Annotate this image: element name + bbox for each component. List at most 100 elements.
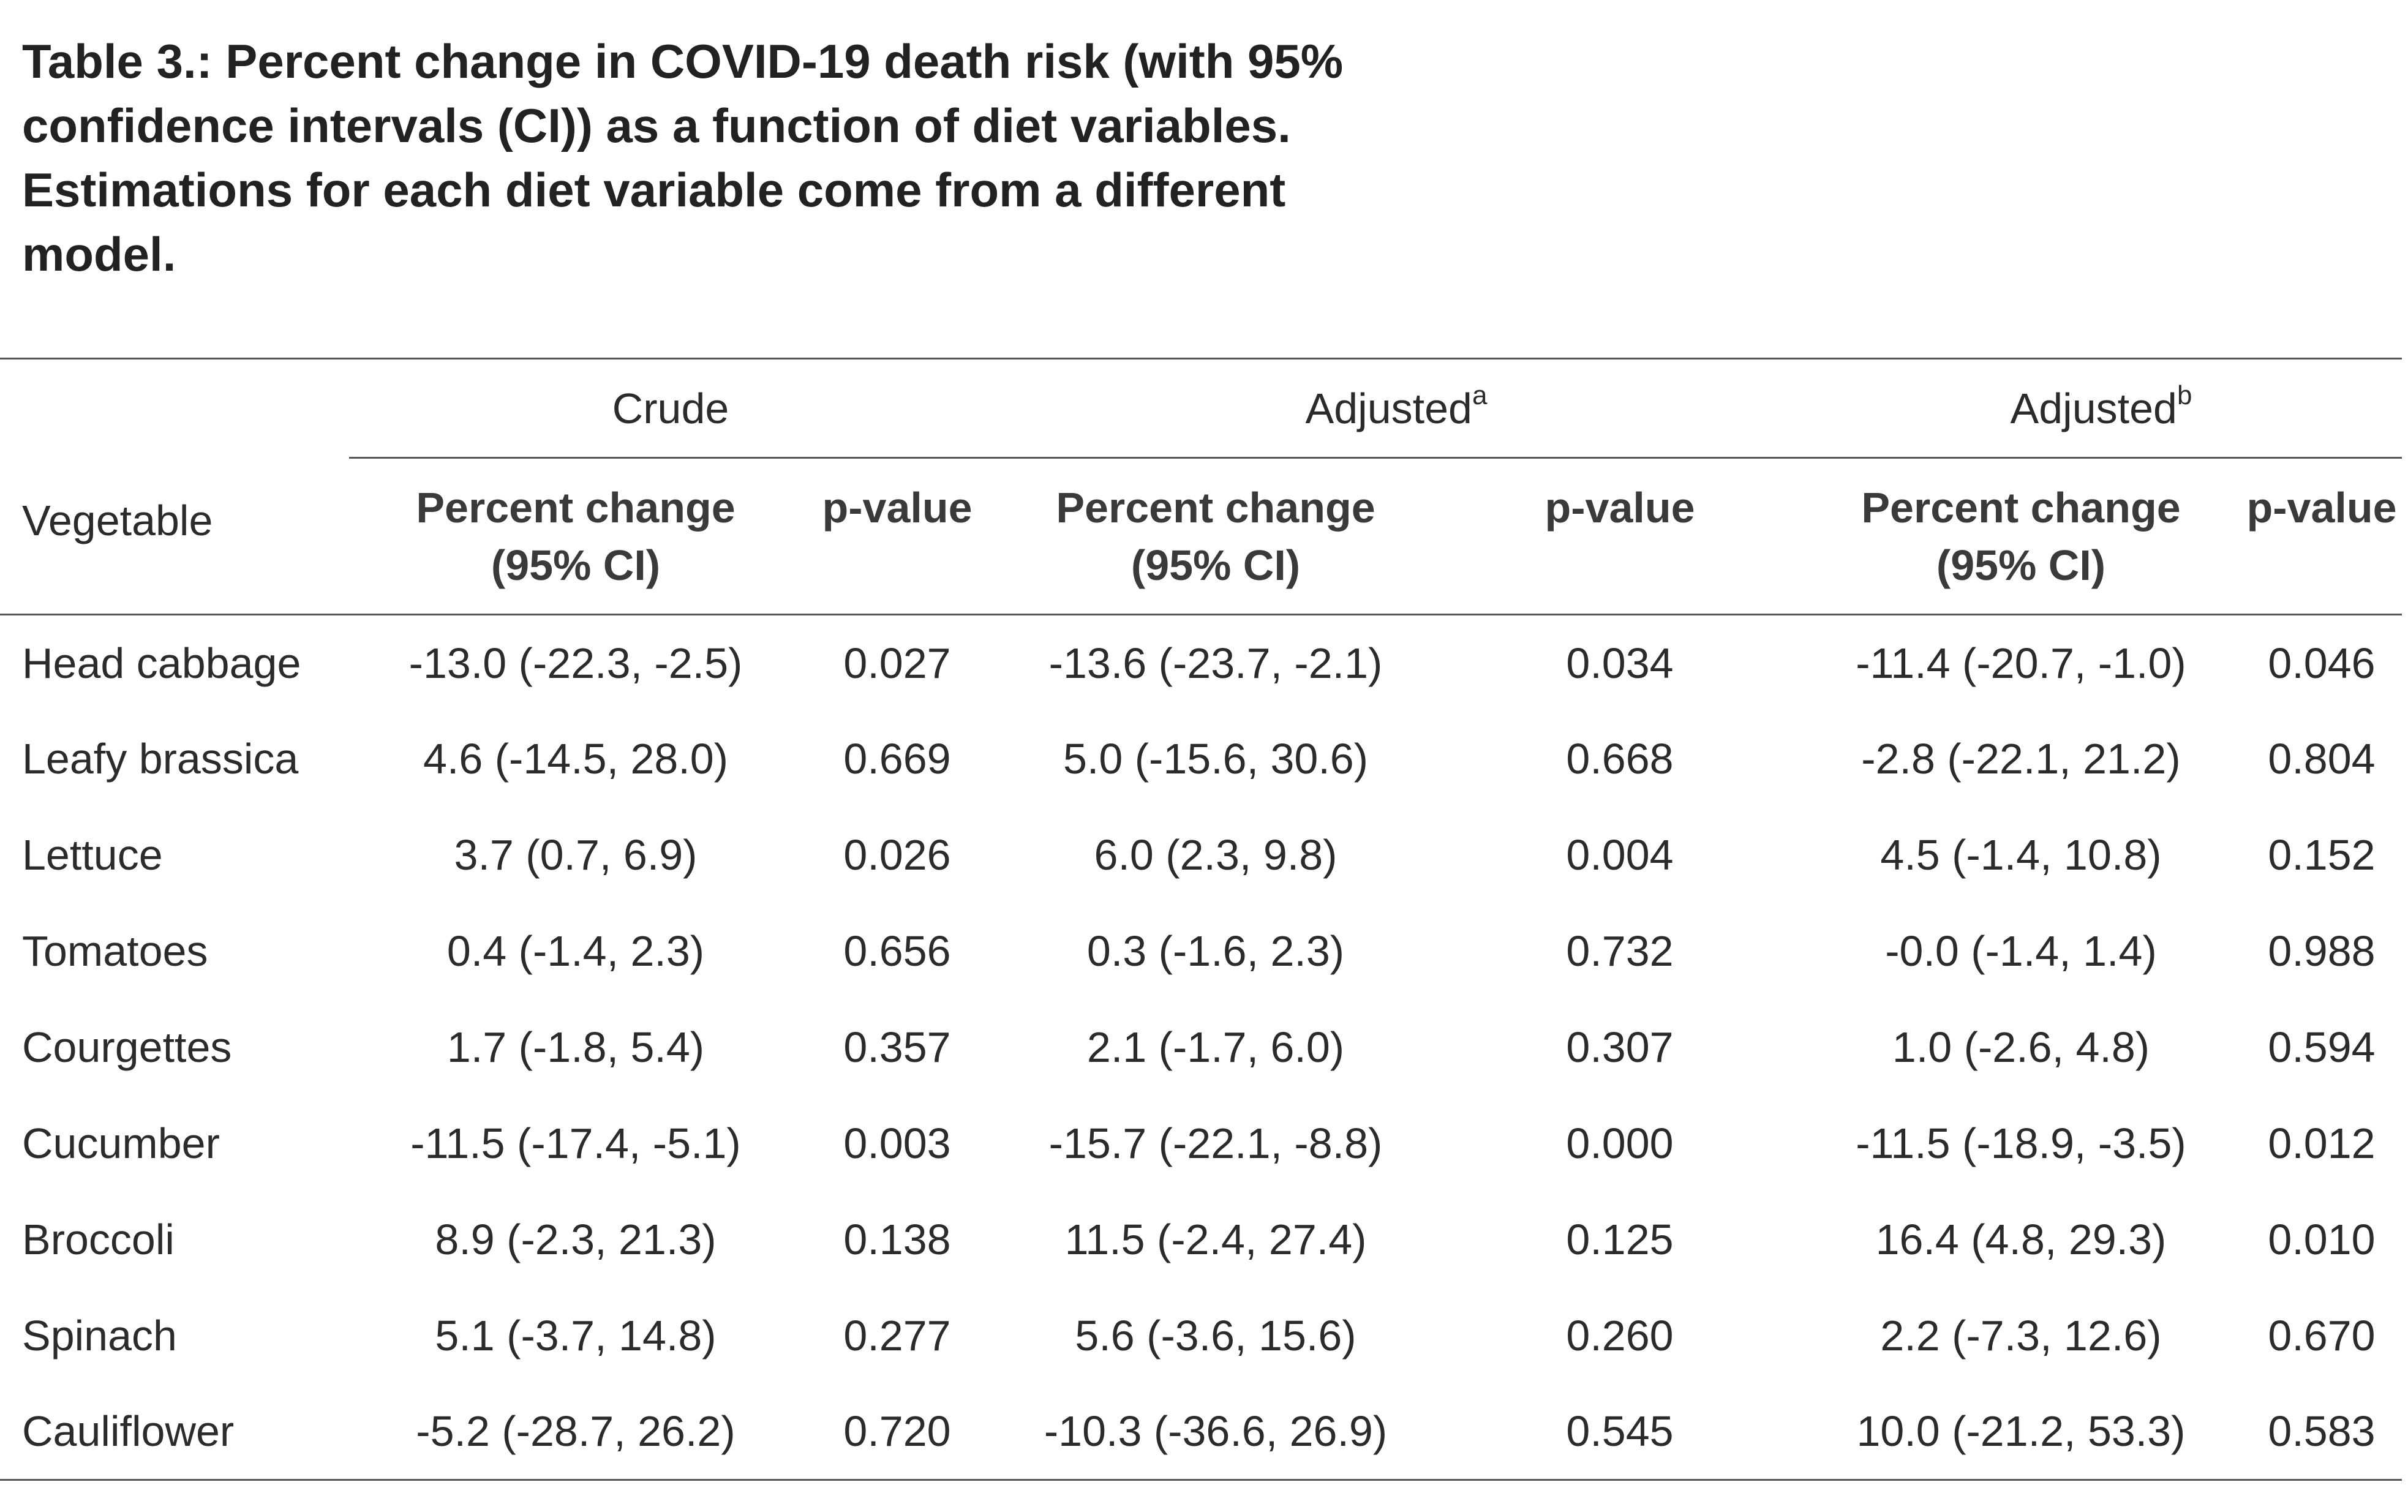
group-header-adjusted-b: Adjustedb <box>1800 358 2402 459</box>
adjusted-a-percent-change-cell: -10.3 (-36.6, 26.9) <box>992 1383 1439 1481</box>
adjusted-a-p-value-cell: 0.004 <box>1566 831 1674 879</box>
caption-line: Estimations for each diet variable come … <box>22 163 1286 217</box>
table-row: Leafy brassica 4.6 (-14.5, 28.0) 0.669 5… <box>0 711 2402 807</box>
results-table: Crude Adjusteda Adjustedb Vegetable Perc… <box>0 358 2402 1481</box>
group-header-empty <box>0 358 349 458</box>
column-header-row: Vegetable Percent change (95% CI) p-valu… <box>0 457 2402 615</box>
column-header-percent-change: Percent change (95% CI) <box>1800 457 2241 615</box>
column-header-percent-change: Percent change (95% CI) <box>992 457 1439 615</box>
adjusted-b-p-value-cell: 0.988 <box>2268 927 2376 975</box>
header-line: (95% CI) <box>491 541 661 589</box>
adjusted-b-percent-change-cell: 10.0 (-21.2, 53.3) <box>1800 1383 2241 1481</box>
crude-percent-change-cell: -13.0 (-22.3, -2.5) <box>408 639 743 687</box>
adjusted-a-percent-change-cell: 6.0 (2.3, 9.8) <box>1094 831 1338 879</box>
footnote-marker: b <box>2177 380 2192 410</box>
group-label: Crude <box>612 384 729 432</box>
table-row: Tomatoes 0.4 (-1.4, 2.3) 0.656 0.3 (-1.6… <box>0 903 2402 999</box>
crude-p-value-cell: 0.138 <box>843 1216 951 1263</box>
crude-p-value-cell: 0.003 <box>843 1119 951 1167</box>
adjusted-b-percent-change-cell: -0.0 (-1.4, 1.4) <box>1885 927 2157 975</box>
crude-percent-change-cell: 5.1 (-3.7, 14.8) <box>435 1312 717 1360</box>
crude-percent-change-cell: -11.5 (-17.4, -5.1) <box>410 1119 741 1167</box>
vegetable-cell: Lettuce <box>22 831 163 879</box>
adjusted-a-percent-change-cell: -15.7 (-22.1, -8.8) <box>1048 1119 1383 1167</box>
crude-p-value-cell: 0.656 <box>843 927 951 975</box>
crude-percent-change-cell: -5.2 (-28.7, 26.2) <box>349 1383 802 1481</box>
crude-percent-change-cell: 0.4 (-1.4, 2.3) <box>446 927 705 975</box>
vegetable-cell: Broccoli <box>22 1216 175 1263</box>
adjusted-a-percent-change-cell: 11.5 (-2.4, 27.4) <box>1064 1216 1367 1263</box>
header-line: Percent change <box>1056 483 1375 532</box>
adjusted-b-percent-change-cell: -11.4 (-20.7, -1.0) <box>1856 639 2186 687</box>
adjusted-a-percent-change-cell: 5.0 (-15.6, 30.6) <box>1063 735 1369 783</box>
adjusted-b-p-value-cell: 0.583 <box>2241 1383 2402 1481</box>
group-label: Adjusted <box>2010 384 2177 432</box>
column-header-percent-change: Percent change (95% CI) <box>349 457 802 615</box>
adjusted-b-p-value-cell: 0.594 <box>2268 1023 2376 1071</box>
adjusted-a-p-value-cell: 0.732 <box>1566 927 1674 975</box>
crude-p-value-cell: 0.357 <box>843 1023 951 1071</box>
crude-p-value-cell: 0.026 <box>843 831 951 879</box>
vegetable-cell: Cucumber <box>22 1119 220 1167</box>
adjusted-b-p-value-cell: 0.670 <box>2268 1312 2376 1360</box>
table-row: Spinach 5.1 (-3.7, 14.8) 0.277 5.6 (-3.6… <box>0 1288 2402 1384</box>
header-line: Percent change <box>416 483 736 532</box>
header-line: (95% CI) <box>1131 541 1301 589</box>
crude-percent-change-cell: 8.9 (-2.3, 21.3) <box>435 1216 717 1263</box>
adjusted-b-p-value-cell: 0.804 <box>2268 735 2376 783</box>
column-header-vegetable: Vegetable <box>0 457 349 615</box>
adjusted-a-p-value-cell: 0.034 <box>1566 639 1674 687</box>
crude-p-value-cell: 0.277 <box>843 1312 951 1360</box>
adjusted-a-percent-change-cell: 2.1 (-1.7, 6.0) <box>1086 1023 1345 1071</box>
group-label: Adjusted <box>1305 384 1472 432</box>
column-header-p-value: p-value <box>2241 457 2402 615</box>
adjusted-b-p-value-cell: 0.152 <box>2268 831 2376 879</box>
adjusted-a-p-value-cell: 0.000 <box>1566 1119 1674 1167</box>
vegetable-cell: Cauliflower <box>0 1383 349 1481</box>
adjusted-a-p-value-cell: 0.545 <box>1439 1383 1800 1481</box>
vegetable-cell: Tomatoes <box>22 927 208 975</box>
vegetable-cell: Leafy brassica <box>22 735 299 783</box>
adjusted-b-percent-change-cell: -2.8 (-22.1, 21.2) <box>1861 735 2181 783</box>
table-row: Lettuce 3.7 (0.7, 6.9) 0.026 6.0 (2.3, 9… <box>0 807 2402 903</box>
column-header-p-value: p-value <box>1439 457 1800 615</box>
table-row: Cucumber -11.5 (-17.4, -5.1) 0.003 -15.7… <box>0 1096 2402 1192</box>
adjusted-b-percent-change-cell: 2.2 (-7.3, 12.6) <box>1880 1312 2162 1360</box>
vegetable-cell: Head cabbage <box>22 639 301 687</box>
header-line: (95% CI) <box>1936 541 2106 589</box>
adjusted-a-p-value-cell: 0.260 <box>1566 1312 1674 1360</box>
crude-p-value-cell: 0.027 <box>843 639 951 687</box>
caption-line: confidence intervals (CI)) as a function… <box>22 99 1291 152</box>
crude-percent-change-cell: 1.7 (-1.8, 5.4) <box>446 1023 705 1071</box>
adjusted-b-p-value-cell: 0.010 <box>2268 1216 2376 1263</box>
group-header-adjusted-a: Adjusteda <box>992 358 1800 459</box>
group-header-crude: Crude <box>349 358 992 459</box>
crude-percent-change-cell: 3.7 (0.7, 6.9) <box>454 831 698 879</box>
adjusted-b-percent-change-cell: 16.4 (4.8, 29.3) <box>1875 1216 2167 1263</box>
adjusted-b-p-value-cell: 0.012 <box>2268 1119 2376 1167</box>
table-caption: Table 3.: Percent change in COVID-19 dea… <box>22 29 1345 287</box>
caption-line: Table 3.: Percent change in COVID-19 dea… <box>22 34 1344 88</box>
adjusted-b-p-value-cell: 0.046 <box>2268 639 2376 687</box>
table-row: Head cabbage -13.0 (-22.3, -2.5) 0.027 -… <box>0 615 2402 711</box>
caption-line: model. <box>22 227 176 281</box>
adjusted-b-percent-change-cell: -11.5 (-18.9, -3.5) <box>1856 1119 2186 1167</box>
adjusted-a-p-value-cell: 0.668 <box>1566 735 1674 783</box>
adjusted-b-percent-change-cell: 1.0 (-2.6, 4.8) <box>1892 1023 2150 1071</box>
adjusted-a-p-value-cell: 0.307 <box>1566 1023 1674 1071</box>
table-row: Cauliflower -5.2 (-28.7, 26.2) 0.720 -10… <box>0 1383 2402 1481</box>
footnote-marker: a <box>1472 380 1488 410</box>
column-header-p-value: p-value <box>802 457 992 615</box>
vegetable-cell: Spinach <box>22 1312 177 1360</box>
header-line: Percent change <box>1861 483 2181 532</box>
vegetable-cell: Courgettes <box>22 1023 232 1071</box>
table-row: Broccoli 8.9 (-2.3, 21.3) 0.138 11.5 (-2… <box>0 1192 2402 1288</box>
group-header-row: Crude Adjusteda Adjustedb <box>0 358 2402 459</box>
adjusted-a-percent-change-cell: 5.6 (-3.6, 15.6) <box>1075 1312 1356 1360</box>
adjusted-b-percent-change-cell: 4.5 (-1.4, 10.8) <box>1880 831 2162 879</box>
table-row: Courgettes 1.7 (-1.8, 5.4) 0.357 2.1 (-1… <box>0 999 2402 1096</box>
crude-p-value-cell: 0.669 <box>843 735 951 783</box>
adjusted-a-percent-change-cell: 0.3 (-1.6, 2.3) <box>1086 927 1345 975</box>
crude-percent-change-cell: 4.6 (-14.5, 28.0) <box>423 735 729 783</box>
adjusted-a-p-value-cell: 0.125 <box>1566 1216 1674 1263</box>
